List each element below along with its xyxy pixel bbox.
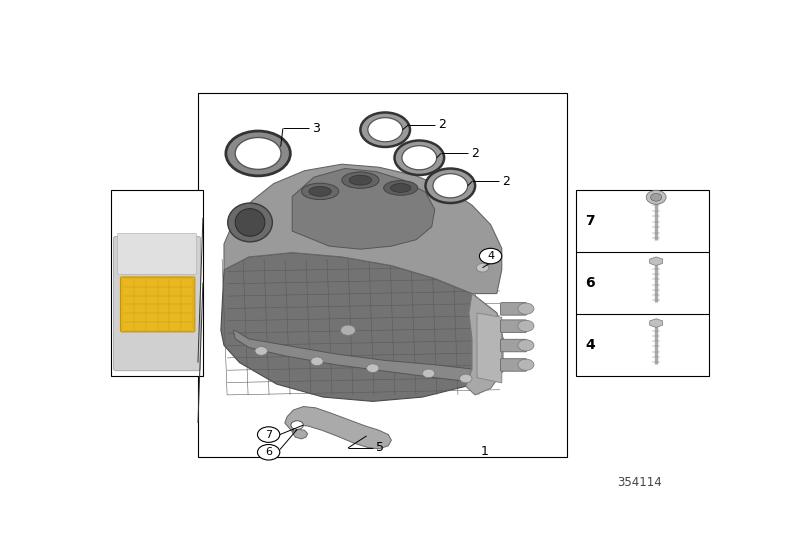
FancyBboxPatch shape — [198, 93, 567, 458]
Circle shape — [402, 146, 437, 170]
Circle shape — [476, 263, 489, 272]
FancyBboxPatch shape — [118, 234, 197, 274]
Polygon shape — [224, 164, 502, 293]
Circle shape — [258, 427, 280, 442]
Text: 354114: 354114 — [617, 475, 662, 488]
Ellipse shape — [342, 172, 379, 188]
Ellipse shape — [384, 181, 418, 195]
Text: 7: 7 — [585, 214, 594, 228]
Circle shape — [258, 445, 280, 460]
FancyBboxPatch shape — [111, 190, 203, 376]
Text: 2: 2 — [502, 175, 510, 188]
Circle shape — [518, 303, 534, 314]
Ellipse shape — [235, 209, 265, 236]
Text: 7: 7 — [265, 430, 272, 440]
Text: 1: 1 — [481, 445, 488, 458]
Circle shape — [235, 138, 281, 169]
Circle shape — [368, 118, 402, 142]
FancyBboxPatch shape — [114, 236, 201, 371]
Circle shape — [518, 359, 534, 370]
Ellipse shape — [309, 186, 331, 197]
Text: 4: 4 — [487, 251, 494, 261]
Text: 5: 5 — [376, 441, 384, 455]
Text: 6: 6 — [585, 276, 594, 290]
Circle shape — [518, 320, 534, 332]
Circle shape — [310, 357, 323, 366]
Polygon shape — [285, 407, 391, 449]
Circle shape — [226, 131, 290, 176]
Circle shape — [394, 141, 444, 175]
Circle shape — [518, 340, 534, 351]
Circle shape — [291, 421, 303, 430]
Circle shape — [459, 374, 472, 383]
Polygon shape — [234, 330, 487, 382]
Ellipse shape — [390, 184, 411, 192]
Polygon shape — [221, 253, 503, 402]
Text: 2: 2 — [438, 118, 446, 131]
Text: 6: 6 — [265, 447, 272, 458]
Ellipse shape — [350, 175, 371, 185]
Circle shape — [255, 347, 267, 355]
FancyBboxPatch shape — [501, 339, 526, 352]
Circle shape — [646, 190, 666, 204]
Ellipse shape — [302, 183, 338, 199]
Circle shape — [479, 248, 502, 264]
Ellipse shape — [228, 203, 272, 242]
Text: 2: 2 — [470, 147, 478, 160]
Circle shape — [650, 193, 662, 201]
Circle shape — [366, 364, 379, 372]
FancyBboxPatch shape — [501, 320, 526, 333]
FancyBboxPatch shape — [501, 302, 526, 315]
Circle shape — [341, 325, 355, 335]
Polygon shape — [466, 293, 503, 395]
Circle shape — [360, 113, 410, 147]
Polygon shape — [477, 313, 502, 383]
FancyBboxPatch shape — [501, 359, 526, 371]
FancyBboxPatch shape — [576, 190, 710, 376]
Circle shape — [422, 369, 435, 377]
Circle shape — [433, 174, 468, 198]
Polygon shape — [650, 319, 662, 328]
Circle shape — [426, 169, 475, 203]
Text: 4: 4 — [585, 338, 594, 352]
Polygon shape — [292, 169, 435, 249]
Text: 3: 3 — [312, 122, 320, 135]
Polygon shape — [650, 257, 662, 265]
FancyBboxPatch shape — [121, 277, 195, 332]
